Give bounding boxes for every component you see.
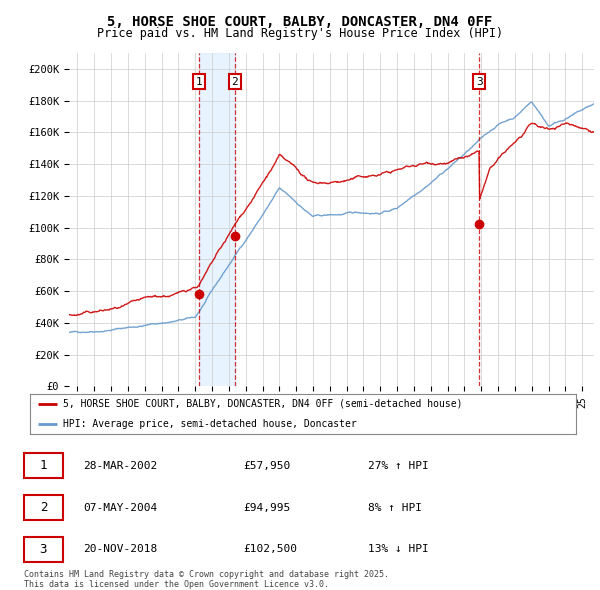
Text: 20-NOV-2018: 20-NOV-2018 [83, 545, 157, 555]
Text: HPI: Average price, semi-detached house, Doncaster: HPI: Average price, semi-detached house,… [63, 419, 356, 428]
Text: 07-MAY-2004: 07-MAY-2004 [83, 503, 157, 513]
Text: 28-MAR-2002: 28-MAR-2002 [83, 461, 157, 471]
Bar [199, 53, 235, 386]
Text: Contains HM Land Registry data © Crown copyright and database right 2025.: Contains HM Land Registry data © Crown c… [24, 570, 389, 579]
Text: 13% ↓ HPI: 13% ↓ HPI [368, 545, 428, 555]
Text: £57,950: £57,950 [244, 461, 291, 471]
Text: 3: 3 [40, 543, 47, 556]
Text: 1: 1 [40, 459, 47, 472]
Text: 1: 1 [196, 77, 202, 87]
Text: 5, HORSE SHOE COURT, BALBY, DONCASTER, DN4 0FF: 5, HORSE SHOE COURT, BALBY, DONCASTER, D… [107, 15, 493, 30]
Text: 2: 2 [40, 501, 47, 514]
Text: 8% ↑ HPI: 8% ↑ HPI [368, 503, 422, 513]
Text: £94,995: £94,995 [244, 503, 291, 513]
FancyBboxPatch shape [23, 495, 63, 520]
Text: 3: 3 [476, 77, 482, 87]
Text: £102,500: £102,500 [244, 545, 298, 555]
FancyBboxPatch shape [23, 537, 63, 562]
Text: 5, HORSE SHOE COURT, BALBY, DONCASTER, DN4 0FF (semi-detached house): 5, HORSE SHOE COURT, BALBY, DONCASTER, D… [63, 399, 462, 408]
Text: 2: 2 [232, 77, 238, 87]
Text: Price paid vs. HM Land Registry's House Price Index (HPI): Price paid vs. HM Land Registry's House … [97, 27, 503, 40]
FancyBboxPatch shape [23, 453, 63, 478]
Text: This data is licensed under the Open Government Licence v3.0.: This data is licensed under the Open Gov… [24, 579, 329, 589]
Text: 27% ↑ HPI: 27% ↑ HPI [368, 461, 428, 471]
